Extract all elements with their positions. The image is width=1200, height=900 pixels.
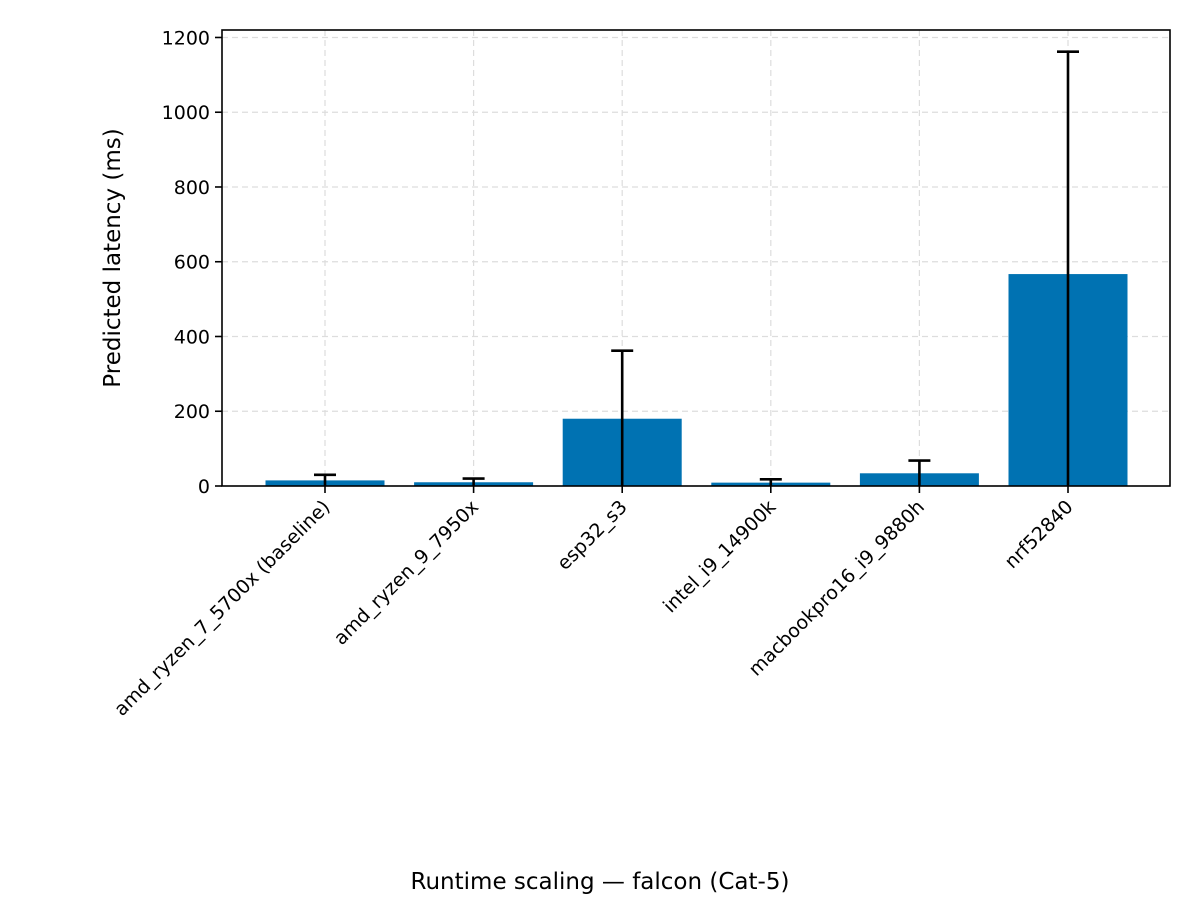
y-tick-label: 600 [174,252,210,274]
x-tick-label: intel_i9_14900k [659,496,780,617]
x-tick-label: macbookpro16_i9_9880h [744,496,929,681]
y-tick-label: 400 [174,326,210,348]
x-tick-label: esp32_s3 [553,496,632,575]
y-tick-label: 800 [174,177,210,199]
y-tick-label: 1200 [162,27,210,49]
x-tick-label: amd_ryzen_7_5700x (baseline) [110,496,335,721]
y-tick-label: 1000 [162,102,210,124]
y-axis-label: Predicted latency (ms) [100,128,126,387]
x-axis: amd_ryzen_7_5700x (baseline)amd_ryzen_9_… [110,486,1078,721]
x-tick-label: amd_ryzen_9_7950x [330,496,484,650]
y-axis: 0 200 400 600 800 1000 1200 [162,27,222,498]
y-tick-label: 200 [174,401,210,423]
bars [265,274,1128,486]
plot-frame [221,29,1171,487]
y-tick-label: 0 [198,476,210,498]
chart-caption: Runtime scaling — falcon (Cat-5) [411,869,790,895]
error-bars [314,50,1079,486]
x-tick-label: nrf52840 [1000,496,1077,573]
